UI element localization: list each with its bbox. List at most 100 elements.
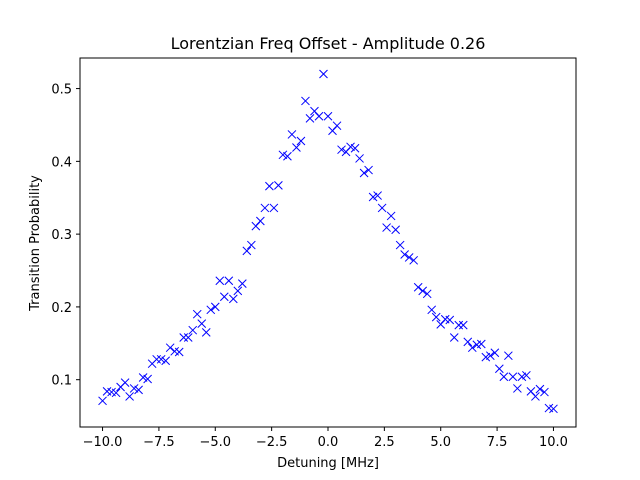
data-point [508, 372, 518, 382]
data-point [404, 253, 414, 262]
data-point [476, 339, 486, 349]
data-point [494, 364, 504, 374]
chart-title: Lorentzian Freq Offset - Amplitude 0.26 [171, 34, 486, 53]
data-point [395, 240, 405, 250]
data-point [152, 354, 162, 364]
data-point [269, 203, 279, 213]
data-point [454, 320, 464, 330]
data-point [233, 286, 243, 296]
x-tick-label: −5.0 [199, 435, 231, 450]
data-point [219, 292, 229, 302]
data-point [431, 312, 441, 322]
data-point [427, 305, 437, 315]
data-point [382, 223, 391, 232]
x-tick-label: −10.0 [83, 435, 123, 450]
x-tick-label: 2.5 [374, 435, 395, 450]
data-point [283, 151, 292, 161]
data-point [391, 225, 400, 235]
data-point [449, 333, 459, 342]
data-point [197, 319, 207, 329]
data-point [422, 289, 432, 299]
data-point [287, 130, 297, 139]
y-tick-label: 0.3 [51, 228, 72, 243]
data-point [111, 388, 121, 398]
data-point [237, 279, 247, 288]
data-point [228, 294, 238, 304]
data-point [305, 114, 315, 123]
data-point [549, 404, 558, 414]
data-point [274, 181, 283, 190]
y-tick-label: 0.4 [51, 155, 72, 170]
data-point [120, 378, 130, 387]
x-tick-label: −7.5 [143, 435, 175, 450]
data-point [134, 385, 143, 395]
data-point [174, 347, 184, 357]
data-point [485, 351, 495, 361]
data-point [179, 333, 189, 342]
data-point [337, 145, 346, 155]
data-point [210, 302, 220, 312]
x-tick-label: 7.5 [487, 435, 508, 450]
data-point [188, 325, 198, 335]
data-point [364, 165, 373, 175]
data-point [323, 111, 333, 121]
data-point [504, 351, 513, 361]
y-tick-label: 0.1 [51, 374, 72, 389]
plot-area [98, 69, 558, 414]
data-point [98, 396, 107, 406]
data-point [183, 333, 193, 342]
data-point [143, 374, 152, 384]
y-tick-label: 0.5 [51, 83, 72, 98]
x-tick-label: 10.0 [539, 435, 568, 450]
data-point [256, 216, 265, 226]
data-point [463, 337, 473, 347]
data-point [490, 348, 500, 358]
data-point [531, 392, 540, 401]
data-point [296, 136, 306, 146]
x-tick-label: 0.0 [318, 435, 339, 450]
data-point [224, 276, 234, 286]
data-point [301, 96, 310, 106]
x-tick-label: −2.5 [256, 435, 288, 450]
data-point [400, 250, 410, 259]
data-point [445, 315, 455, 325]
y-tick-label: 0.2 [51, 301, 72, 316]
data-point [373, 191, 382, 200]
data-point [161, 356, 171, 366]
x-tick-label: 5.0 [430, 435, 451, 450]
data-point [260, 203, 270, 213]
data-point [513, 384, 522, 393]
x-axis-label: Detuning [MHz] [277, 456, 379, 471]
y-axis-label: Transition Probability [28, 175, 43, 312]
data-point [125, 392, 134, 401]
data-point [535, 384, 545, 394]
data-point [319, 69, 328, 79]
data-point [332, 121, 342, 131]
data-point [409, 255, 419, 265]
data-point [499, 372, 509, 382]
data-point [206, 305, 216, 315]
data-point [350, 143, 360, 153]
data-point [467, 343, 477, 353]
data-point [165, 343, 175, 353]
data-point [242, 246, 252, 256]
data-point [458, 320, 468, 330]
data-point [377, 203, 387, 213]
data-point [246, 240, 256, 250]
data-point [522, 370, 531, 380]
data-point [413, 282, 423, 292]
data-point [215, 276, 225, 286]
data-point [359, 168, 369, 178]
x-axis: −10.0 −7.5 −5.0 −2.5 0.0 2.5 5.0 7.5 10.0 [83, 427, 568, 450]
data-point [386, 211, 396, 221]
data-point [192, 309, 202, 319]
data-point [418, 286, 428, 296]
data-point [540, 387, 549, 397]
data-point [355, 154, 364, 163]
y-axis: 0.1 0.2 0.3 0.4 0.5 [51, 83, 80, 389]
data-point [292, 143, 301, 152]
data-point [265, 181, 274, 191]
data-point [314, 111, 324, 121]
